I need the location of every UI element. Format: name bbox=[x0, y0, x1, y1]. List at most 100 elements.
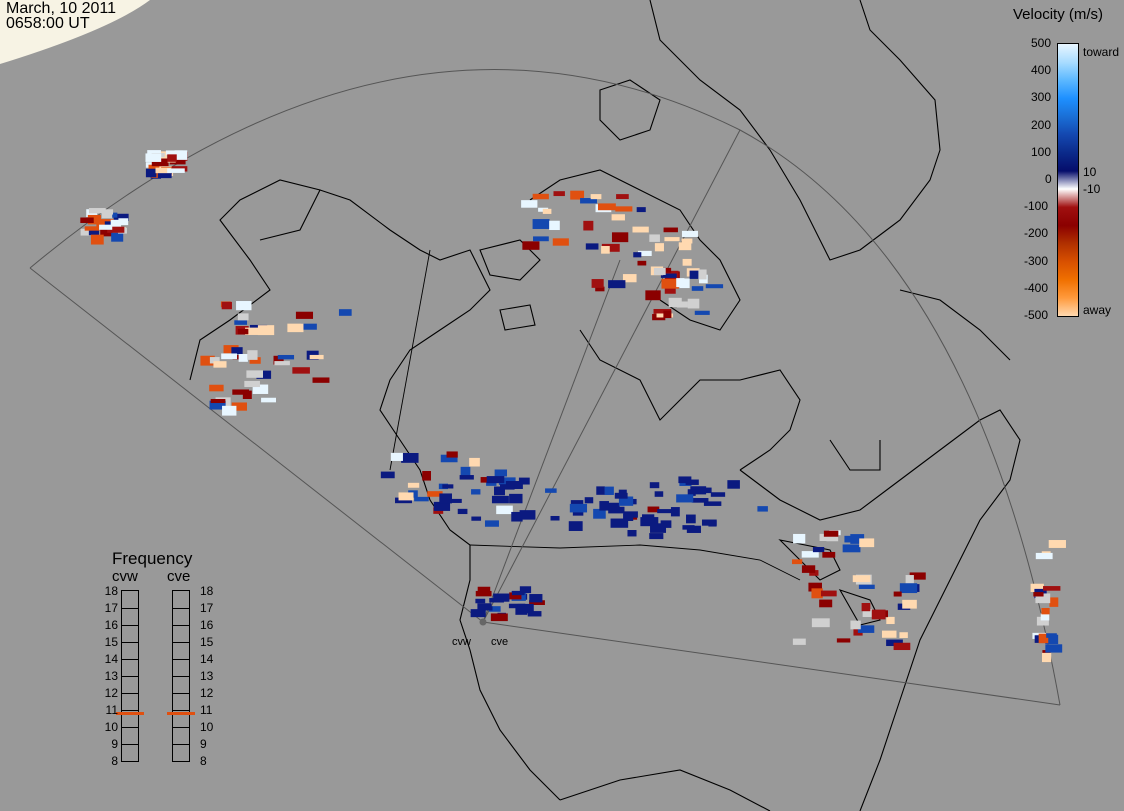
velocity-cell bbox=[553, 191, 565, 197]
velocity-cell bbox=[649, 482, 660, 489]
frequency-tick-right: 12 bbox=[200, 686, 214, 700]
velocity-cell bbox=[791, 559, 803, 565]
velocity-cell bbox=[610, 518, 629, 528]
velocity-cell bbox=[232, 389, 250, 395]
frequency-tick-left: 18 bbox=[104, 584, 118, 598]
velocity-cell bbox=[257, 325, 275, 336]
velocity-cell bbox=[518, 477, 530, 485]
velocity-cell bbox=[145, 168, 157, 178]
velocity-cell bbox=[859, 538, 875, 548]
velocity-cell bbox=[654, 243, 664, 252]
colorbar-label-away: away bbox=[1083, 303, 1112, 317]
velocity-cell bbox=[861, 603, 871, 612]
frequency-tick-left: 16 bbox=[104, 618, 118, 632]
velocity-cell bbox=[899, 632, 908, 639]
velocity-cell bbox=[427, 491, 443, 497]
velocity-cell bbox=[223, 345, 239, 354]
velocity-cell bbox=[590, 194, 602, 200]
velocity-cell bbox=[611, 214, 625, 221]
velocity-cell bbox=[231, 347, 243, 355]
velocity-cell bbox=[209, 384, 224, 392]
velocity-cell bbox=[820, 590, 837, 597]
velocity-cell bbox=[491, 495, 509, 504]
velocity-cell bbox=[380, 471, 395, 479]
frequency-marker bbox=[167, 712, 195, 716]
velocity-cell bbox=[221, 301, 232, 310]
velocity-cell bbox=[477, 586, 491, 592]
velocity-cell bbox=[509, 592, 522, 600]
velocity-cell bbox=[1048, 540, 1066, 548]
frequency-tick-right: 13 bbox=[200, 669, 214, 683]
timestamp-date: March, 10 2011 bbox=[6, 0, 116, 17]
frequency-tick-right: 10 bbox=[200, 720, 214, 734]
velocity-cell bbox=[701, 519, 717, 526]
velocity-cell bbox=[593, 508, 606, 519]
velocity-cell bbox=[819, 533, 832, 541]
velocity-cell bbox=[273, 355, 284, 365]
velocity-cell bbox=[509, 493, 523, 504]
colorbar-tick: -500 bbox=[1024, 308, 1049, 322]
velocity-cell bbox=[221, 353, 238, 360]
velocity-cell bbox=[475, 590, 492, 597]
velocity-cell bbox=[151, 158, 169, 167]
velocity-cell bbox=[446, 451, 458, 458]
velocity-cell bbox=[1036, 616, 1049, 626]
velocity-cell bbox=[836, 638, 851, 643]
velocity-cell bbox=[605, 502, 620, 510]
velocity-cell bbox=[101, 212, 113, 219]
velocity-cell bbox=[244, 380, 260, 388]
velocity-cell bbox=[113, 213, 129, 221]
colorbar-label-toward: toward bbox=[1083, 45, 1120, 59]
velocity-cell bbox=[442, 484, 454, 489]
velocity-cell bbox=[500, 484, 515, 490]
velocity-cell bbox=[668, 297, 682, 308]
velocity-cell bbox=[87, 214, 101, 225]
frequency-tick-right: 11 bbox=[200, 703, 213, 717]
colorbar-tick: 200 bbox=[1031, 117, 1052, 132]
velocity-cell bbox=[1040, 613, 1050, 621]
velocity-colorbar bbox=[1057, 43, 1079, 317]
velocity-cell bbox=[583, 220, 594, 231]
velocity-cell bbox=[591, 279, 604, 288]
velocity-cell bbox=[678, 242, 692, 251]
velocity-cell bbox=[649, 234, 660, 242]
velocity-cell bbox=[110, 219, 122, 228]
velocity-cell bbox=[826, 535, 839, 542]
velocity-cell bbox=[1049, 597, 1059, 607]
velocity-cell bbox=[809, 570, 819, 576]
velocity-cell bbox=[661, 278, 679, 289]
velocity-cell bbox=[596, 486, 605, 495]
velocity-cell bbox=[545, 488, 557, 493]
velocity-cell bbox=[899, 583, 918, 594]
frequency-tick-right: 16 bbox=[200, 618, 214, 632]
velocity-cell bbox=[710, 492, 726, 497]
velocity-cell bbox=[167, 154, 177, 162]
velocity-cell bbox=[664, 285, 676, 294]
velocity-cell bbox=[433, 501, 451, 511]
velocity-cell bbox=[842, 544, 861, 553]
colorbar-label-neg10: -10 bbox=[1083, 182, 1101, 196]
velocity-cell bbox=[486, 476, 505, 484]
velocity-cell bbox=[99, 224, 113, 230]
velocity-cell bbox=[862, 609, 873, 617]
velocity-cell bbox=[850, 534, 865, 544]
site-label-cvw: cvw bbox=[452, 636, 471, 648]
velocity-cell bbox=[295, 311, 314, 319]
velocity-cell bbox=[104, 209, 114, 215]
velocity-cell bbox=[549, 220, 560, 231]
velocity-cell bbox=[653, 308, 672, 314]
velocity-cell bbox=[694, 310, 710, 315]
velocity-cell bbox=[705, 284, 724, 289]
velocity-cell bbox=[622, 274, 637, 283]
frequency-title: Frequency bbox=[112, 549, 193, 568]
velocity-cell bbox=[209, 357, 220, 364]
velocity-cell bbox=[687, 489, 696, 496]
velocity-cell bbox=[627, 530, 637, 537]
velocity-cell bbox=[664, 237, 680, 242]
velocity-cell bbox=[107, 226, 125, 233]
velocity-cell bbox=[682, 258, 692, 266]
colorbar-tick: -400 bbox=[1024, 280, 1049, 295]
velocity-cell bbox=[470, 609, 486, 618]
velocity-cell bbox=[151, 169, 163, 178]
velocity-cell bbox=[532, 219, 550, 229]
